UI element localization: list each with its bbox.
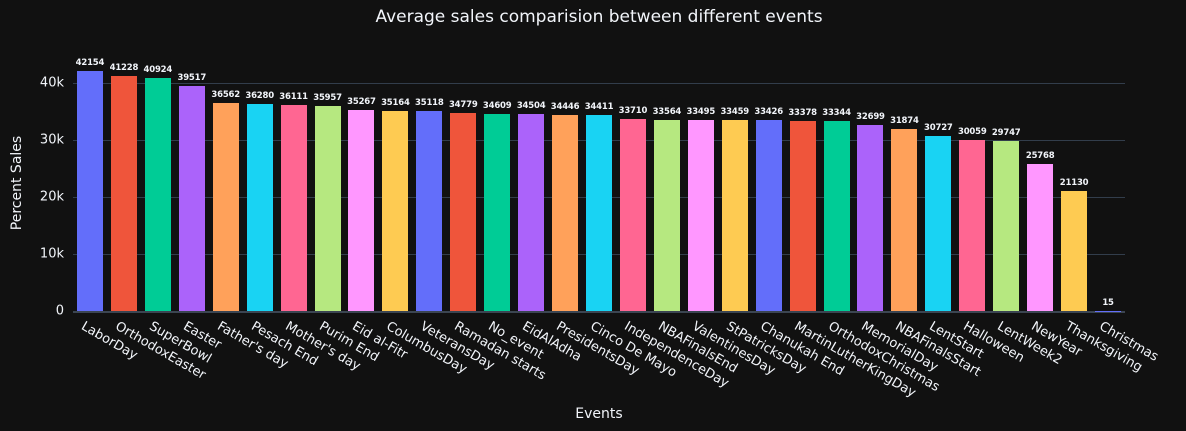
bar-value-label: 34609 [482,100,512,111]
bar[interactable] [1027,164,1054,311]
bar-value-label: 42154 [75,57,105,68]
bar-value-label: 29747 [991,128,1021,139]
bar-value-label: 35164 [381,97,410,108]
bar-value-label: 33564 [652,106,682,117]
bar[interactable] [484,113,511,311]
bar[interactable] [925,135,952,311]
bar-value-label: 34504 [516,101,546,112]
bar[interactable] [76,70,103,311]
bar[interactable] [110,75,137,311]
bar-value-label: 35267 [347,96,376,107]
bar[interactable] [382,110,409,311]
bar-value-label: 39517 [177,72,207,83]
bar[interactable] [586,114,612,311]
y-tick-label: 10k [39,246,64,262]
bar-value-label: 33495 [686,107,716,118]
bar[interactable] [721,120,748,311]
bar-value-label: 33344 [822,107,851,118]
bar-value-label: 35118 [415,97,444,108]
bar[interactable] [280,105,307,311]
chart-title: Average sales comparision between differ… [375,7,823,27]
y-tick-label: 30k [39,132,64,148]
bar[interactable] [857,124,884,311]
bar[interactable] [823,120,850,311]
bar-value-label: 41228 [109,62,139,73]
bar[interactable] [755,120,782,311]
bar-value-label: 21130 [1059,177,1089,188]
bar[interactable] [1061,190,1088,311]
bar[interactable] [178,85,205,311]
bar[interactable] [891,129,918,311]
bar-value-label: 33378 [788,107,817,118]
bar-value-label: 15 [1102,297,1114,308]
bar[interactable] [518,114,545,311]
bar-value-label: 32699 [856,111,885,122]
y-tick-label: 0 [55,303,64,319]
bar-value-label: 25768 [1025,151,1055,162]
bar-value-label: 34779 [448,99,478,110]
bar[interactable] [144,77,171,311]
bar-value-label: 36111 [279,92,308,103]
y-tick-label: 40k [39,75,64,91]
bar[interactable] [212,102,239,311]
bar[interactable] [959,139,986,311]
bar-value-label: 30727 [924,122,953,133]
x-axis-title: Events [575,406,623,422]
bar[interactable] [619,118,646,311]
bar-value-label: 33459 [720,107,750,118]
bar-value-label: 30059 [957,126,987,137]
plot-area: 0 10k 20k 30k 40k 42154 LaborDay 41228 OrthodoxE… [40,55,1161,401]
bar[interactable] [552,114,579,311]
bar[interactable] [314,106,341,311]
bar-value-label: 34446 [550,101,580,112]
bar-value-label: 40924 [143,64,173,75]
bar[interactable] [348,109,375,311]
bar-value-label: 33710 [618,105,648,116]
bar[interactable] [687,120,714,311]
bar-value-label: 34411 [584,101,614,112]
bar-value-label: 35957 [313,93,342,103]
bar[interactable] [993,141,1020,311]
gridline [73,82,1125,84]
y-tick-label: 20k [39,189,64,205]
bar-value-label: 36280 [245,91,274,102]
bar-value-label: 33426 [754,107,783,118]
bar[interactable] [246,104,273,311]
bar[interactable] [789,120,816,311]
bar[interactable] [416,110,443,311]
y-axis-title: Percent Sales [9,135,25,231]
bar-value-label: 36562 [211,89,240,100]
bar-value-label: 31874 [890,116,919,127]
bar[interactable] [653,119,680,311]
bar[interactable] [450,112,477,311]
